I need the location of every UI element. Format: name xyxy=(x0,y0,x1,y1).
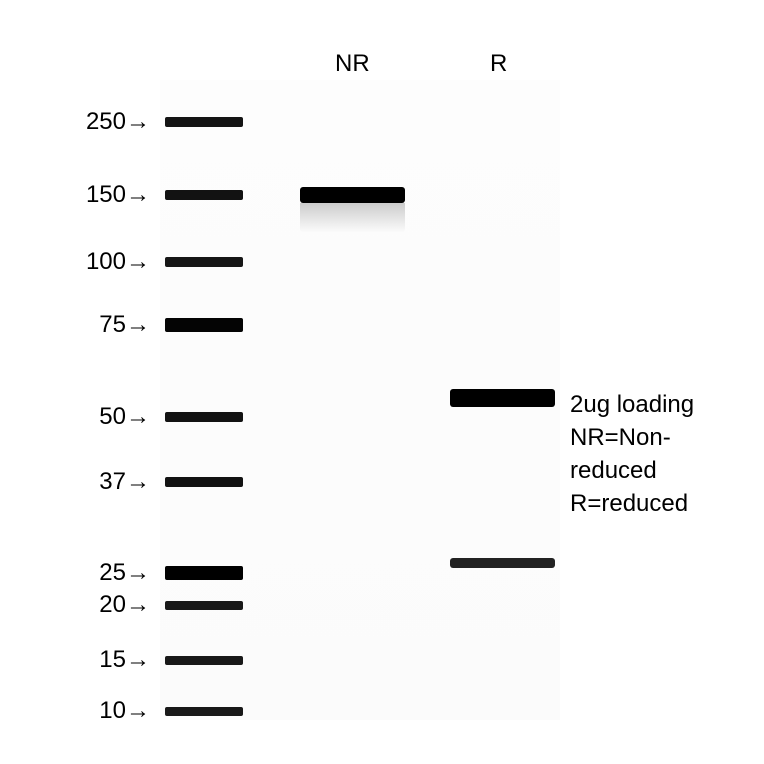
nr-band xyxy=(300,187,405,203)
ladder-band xyxy=(165,117,243,127)
ladder-band xyxy=(165,656,243,665)
marker-label: 15→ xyxy=(99,646,150,674)
ladder-band xyxy=(165,707,243,716)
marker-label: 37→ xyxy=(99,468,150,496)
nr-band-smear xyxy=(300,203,405,233)
marker-label: 25→ xyxy=(99,559,150,587)
gel-image-container: NR R 250→ 150→ 100→ 75→ 50→ 37→ 25→ 20→ 15→ 10→ 2… xyxy=(0,0,764,764)
r-band xyxy=(450,389,555,407)
legend-line: NR=Non- xyxy=(570,421,694,454)
marker-label: 150→ xyxy=(86,181,150,209)
marker-label: 75→ xyxy=(99,311,150,339)
lane-label-r: R xyxy=(490,50,507,78)
marker-label: 50→ xyxy=(99,403,150,431)
ladder-band xyxy=(165,190,243,200)
legend-line: R=reduced xyxy=(570,487,694,520)
ladder-band xyxy=(165,477,243,487)
legend-line: reduced xyxy=(570,454,694,487)
marker-label: 250→ xyxy=(86,108,150,136)
lane-label-nr: NR xyxy=(335,50,370,78)
ladder-band xyxy=(165,318,243,332)
r-band xyxy=(450,558,555,568)
ladder-band xyxy=(165,257,243,267)
ladder-band xyxy=(165,566,243,580)
ladder-band xyxy=(165,412,243,422)
legend-text: 2ug loadingNR=Non-reducedR=reduced xyxy=(570,388,694,520)
ladder-band xyxy=(165,601,243,610)
marker-label: 10→ xyxy=(99,697,150,725)
marker-label: 100→ xyxy=(86,248,150,276)
marker-label: 20→ xyxy=(99,591,150,619)
legend-line: 2ug loading xyxy=(570,388,694,421)
